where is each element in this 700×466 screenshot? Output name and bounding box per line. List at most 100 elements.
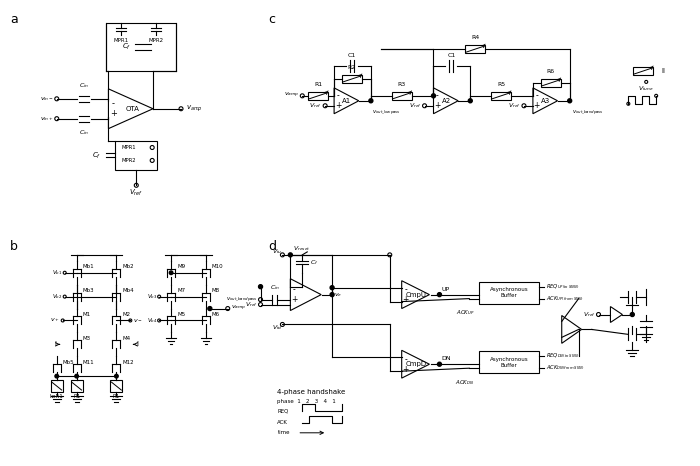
Text: $v_{out\_bandpass}$: $v_{out\_bandpass}$	[572, 109, 603, 117]
Text: time: time	[277, 430, 290, 435]
Circle shape	[55, 116, 59, 121]
Bar	[491, 92, 511, 100]
Text: M5: M5	[177, 312, 186, 317]
Circle shape	[300, 94, 304, 98]
Text: M10: M10	[212, 264, 223, 269]
Text: a: a	[10, 14, 18, 26]
Text: -: -	[405, 285, 407, 294]
Polygon shape	[402, 281, 429, 308]
Circle shape	[169, 271, 173, 274]
Text: A1: A1	[342, 98, 351, 104]
Text: $V_{ref}$: $V_{ref}$	[309, 101, 322, 110]
Circle shape	[179, 107, 183, 111]
Polygon shape	[533, 88, 558, 114]
Bar	[51, 380, 63, 392]
Circle shape	[55, 374, 59, 378]
Text: $v_e$: $v_e$	[334, 291, 342, 299]
Text: $V_{ref}$: $V_{ref}$	[130, 188, 144, 199]
Text: $ACK_{UP(from\ SNN)}$: $ACK_{UP(from\ SNN)}$	[546, 295, 584, 303]
Text: Asynchronous
Buffer: Asynchronous Buffer	[490, 357, 528, 368]
Circle shape	[626, 102, 630, 105]
Text: MPR2: MPR2	[148, 38, 164, 43]
Text: -: -	[405, 355, 407, 364]
Text: M4: M4	[122, 336, 130, 341]
Circle shape	[63, 271, 66, 274]
Text: b: b	[10, 240, 18, 253]
Circle shape	[258, 302, 262, 307]
Text: $V_{tu}$: $V_{tu}$	[272, 247, 282, 256]
Text: Mb2: Mb2	[122, 264, 134, 269]
Bar	[466, 45, 485, 53]
Text: $v_{amp}$: $v_{amp}$	[186, 103, 203, 114]
Text: R1: R1	[314, 82, 322, 87]
Polygon shape	[561, 315, 582, 343]
Text: $v_{amp}$: $v_{amp}$	[231, 304, 246, 313]
Text: $ACK_{DN}$: $ACK_{DN}$	[455, 377, 475, 387]
Text: Asynchronous
Buffer: Asynchronous Buffer	[490, 287, 528, 298]
Text: $V_{reset}$: $V_{reset}$	[293, 244, 311, 253]
Text: $v_{out\_lowpass}$: $v_{out\_lowpass}$	[372, 109, 400, 117]
Text: -: -	[293, 285, 295, 294]
Circle shape	[129, 319, 132, 322]
Text: I: I	[55, 341, 57, 347]
Text: Mb1: Mb1	[83, 264, 94, 269]
Text: MPR1: MPR1	[121, 145, 136, 150]
Text: II: II	[661, 68, 665, 74]
Text: +: +	[110, 109, 117, 118]
Text: $V_{td}$: $V_{td}$	[272, 323, 282, 332]
Text: MPR2: MPR2	[121, 158, 136, 163]
Text: CmpU: CmpU	[406, 292, 427, 298]
Polygon shape	[334, 88, 358, 114]
Circle shape	[115, 374, 118, 378]
Circle shape	[281, 253, 284, 257]
Text: $V_{ref}$: $V_{ref}$	[409, 101, 421, 110]
Text: $C_{in}$: $C_{in}$	[78, 81, 89, 90]
Circle shape	[208, 307, 212, 310]
Text: R6: R6	[547, 69, 555, 74]
Circle shape	[423, 104, 426, 108]
Text: Mb4: Mb4	[122, 288, 134, 293]
Polygon shape	[433, 88, 459, 114]
Text: A2: A2	[442, 98, 451, 104]
Circle shape	[150, 145, 154, 150]
Text: Mb3: Mb3	[83, 288, 94, 293]
Circle shape	[330, 286, 334, 290]
Bar	[116, 141, 158, 171]
Text: R3: R3	[398, 82, 406, 87]
Text: M1: M1	[83, 312, 91, 317]
Bar	[480, 351, 539, 373]
Circle shape	[225, 307, 230, 310]
Text: phase  1   2   3   4   1: phase 1 2 3 4 1	[277, 399, 336, 404]
Text: c: c	[269, 14, 276, 26]
Polygon shape	[290, 279, 321, 310]
Circle shape	[568, 99, 572, 103]
Circle shape	[158, 295, 160, 298]
Text: +: +	[335, 101, 342, 110]
Text: $v_{amp}$: $v_{amp}$	[284, 91, 300, 100]
Text: ACK: ACK	[277, 420, 288, 425]
Text: $v_-$: $v_-$	[133, 317, 143, 323]
Text: R4: R4	[471, 35, 480, 40]
Text: -: -	[436, 91, 439, 100]
Text: M6: M6	[212, 312, 220, 317]
Text: M3: M3	[83, 336, 91, 341]
Circle shape	[55, 97, 59, 101]
Circle shape	[134, 183, 139, 187]
Text: $V_{b3}$: $V_{b3}$	[147, 292, 158, 301]
Text: $C_f$: $C_f$	[310, 258, 319, 267]
Circle shape	[281, 322, 284, 327]
Circle shape	[630, 313, 634, 316]
Circle shape	[323, 104, 327, 108]
Circle shape	[330, 293, 334, 297]
Text: OTA: OTA	[125, 106, 139, 112]
Circle shape	[75, 374, 78, 378]
Bar	[111, 380, 122, 392]
Text: M7: M7	[177, 288, 186, 293]
Text: $V_{b4}$: $V_{b4}$	[147, 316, 158, 325]
Circle shape	[288, 253, 293, 257]
Text: R5: R5	[497, 82, 505, 87]
Text: $C_{in}$: $C_{in}$	[78, 128, 89, 137]
Text: $v_{in-}$: $v_{in-}$	[40, 95, 54, 103]
Text: -: -	[536, 91, 538, 100]
Polygon shape	[108, 89, 153, 129]
